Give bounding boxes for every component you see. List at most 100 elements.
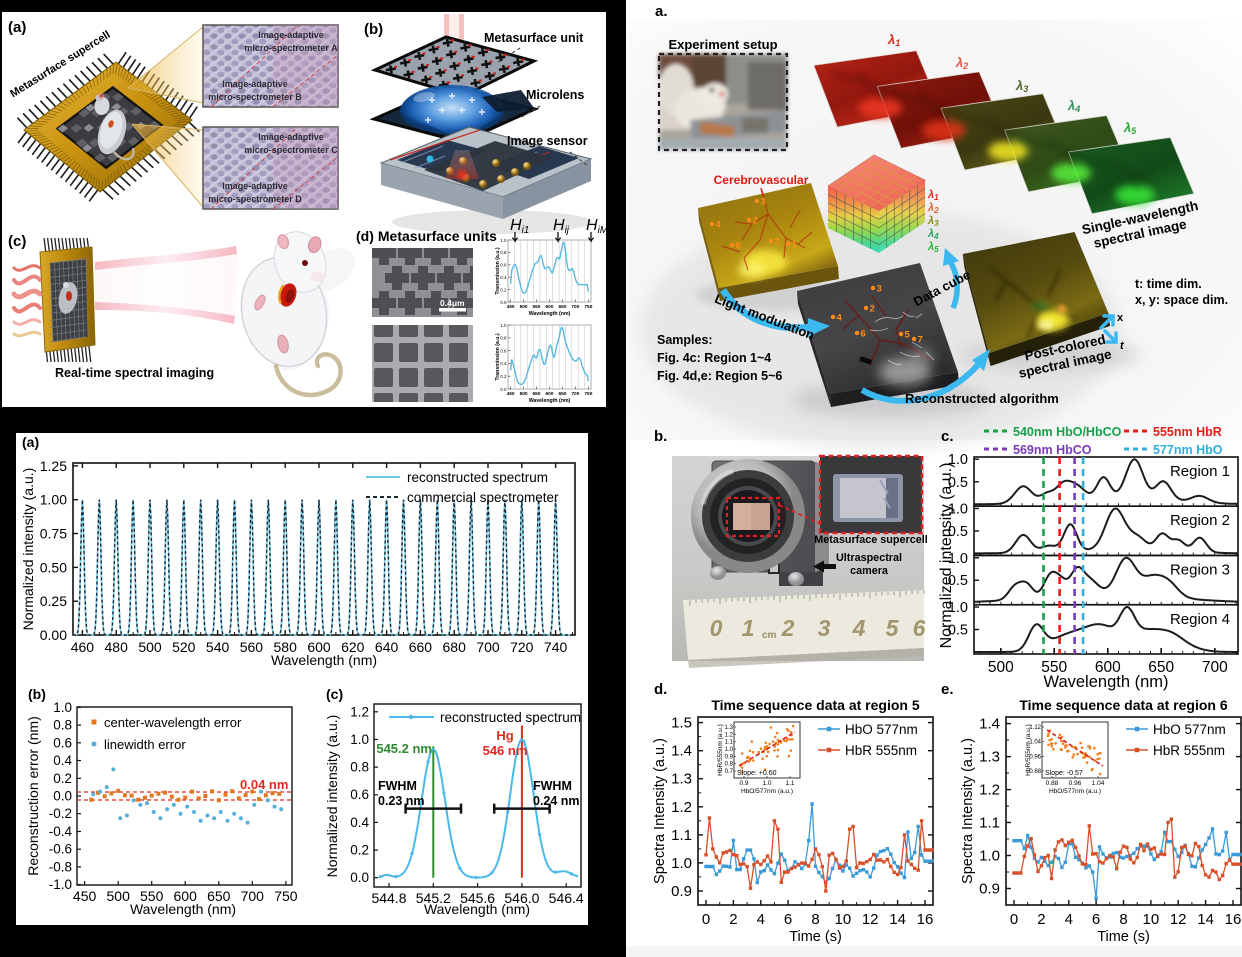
svg-text:(c): (c) (8, 233, 26, 250)
svg-text:0.4: 0.4 (500, 361, 507, 366)
svg-text:1.0: 1.0 (671, 855, 692, 872)
svg-text:1.1: 1.1 (979, 815, 1000, 832)
svg-text:λ2: λ2 (927, 202, 939, 215)
svg-text:6: 6 (784, 911, 792, 928)
svg-text:650: 650 (558, 391, 566, 397)
svg-text:0.4μm: 0.4μm (440, 298, 465, 308)
svg-text:center-wavelength error: center-wavelength error (104, 715, 242, 730)
svg-text:545.2: 545.2 (416, 890, 451, 906)
svg-text:500: 500 (520, 304, 528, 310)
svg-text:a.: a. (655, 3, 668, 20)
svg-text:500: 500 (988, 659, 1014, 676)
svg-text:1.5: 1.5 (671, 715, 692, 732)
svg-text:Wavelength (nm): Wavelength (nm) (130, 901, 236, 917)
svg-text:0.88: 0.88 (1029, 769, 1041, 775)
svg-text:7: 7 (918, 335, 923, 346)
svg-text:4: 4 (757, 911, 765, 928)
svg-text:Experiment setup: Experiment setup (668, 37, 777, 52)
svg-text:4: 4 (837, 313, 843, 324)
svg-text:1.0: 1.0 (762, 780, 771, 787)
svg-text:Image-adaptive: Image-adaptive (222, 181, 288, 191)
svg-text:Fig. 4c: Region 1~4: Fig. 4c: Region 1~4 (657, 351, 771, 365)
svg-text:FWHM: FWHM (378, 779, 417, 793)
svg-text:Wavelength (nm): Wavelength (nm) (1043, 673, 1168, 691)
svg-text:micro-spectrometer B: micro-spectrometer B (208, 92, 302, 102)
svg-text:1.12: 1.12 (1029, 725, 1041, 731)
svg-text:1.04: 1.04 (1029, 740, 1041, 746)
svg-text:0.0: 0.0 (53, 789, 72, 804)
svg-text:1.0: 1.0 (500, 238, 507, 243)
svg-text:2: 2 (729, 911, 737, 928)
svg-text:x: x (1117, 312, 1124, 324)
svg-text:Wavelength (nm): Wavelength (nm) (271, 652, 377, 668)
svg-text:680: 680 (443, 639, 467, 655)
svg-text:1.04: 1.04 (1092, 780, 1105, 787)
svg-text:600: 600 (1095, 659, 1121, 676)
svg-text:Time sequence data at region 5: Time sequence data at region 5 (711, 697, 919, 713)
svg-text:HbO 577nm: HbO 577nm (1153, 722, 1226, 737)
svg-text:reconstructed spectrum: reconstructed spectrum (407, 470, 548, 485)
svg-text:480: 480 (105, 639, 129, 655)
svg-text:(b): (b) (364, 21, 383, 38)
svg-text:camera: camera (850, 565, 889, 577)
svg-text:600: 600 (545, 304, 553, 310)
svg-text:0.6: 0.6 (350, 787, 369, 802)
svg-text:5: 5 (905, 330, 911, 341)
svg-text:750: 750 (584, 391, 592, 397)
svg-text:1.0: 1.0 (979, 848, 1000, 865)
svg-text:Spectra Intensity (a.u.): Spectra Intensity (a.u.) (960, 738, 976, 884)
svg-text:Transmission (a.u.): Transmission (a.u.) (495, 247, 501, 295)
svg-text:520: 520 (172, 639, 196, 655)
svg-text:0.4: 0.4 (350, 815, 369, 830)
svg-text:0: 0 (702, 911, 710, 928)
svg-text:-1.0: -1.0 (49, 877, 72, 892)
svg-text:Time (s): Time (s) (1097, 929, 1150, 945)
svg-text:Metasurface supercell: Metasurface supercell (814, 534, 927, 546)
svg-text:1.2: 1.2 (979, 782, 1000, 799)
svg-text:HbR 555nm: HbR 555nm (1153, 743, 1225, 758)
svg-text:0.88: 0.88 (1046, 780, 1059, 787)
svg-text:(b): (b) (28, 686, 46, 702)
svg-text:1.0: 1.0 (53, 700, 72, 715)
svg-text:1.25: 1.25 (40, 458, 67, 474)
svg-text:0.0: 0.0 (500, 300, 507, 305)
svg-text:16: 16 (1225, 911, 1242, 928)
svg-text:0.5: 0.5 (948, 573, 968, 589)
svg-text:t: time dim.: t: time dim. (1135, 277, 1202, 291)
svg-text:16: 16 (917, 911, 934, 928)
svg-text:4: 4 (716, 220, 722, 231)
svg-text:Transmission (a.u.): Transmission (a.u.) (495, 333, 501, 381)
svg-text:6: 6 (913, 615, 926, 641)
svg-text:500: 500 (138, 639, 162, 655)
svg-text:1.0: 1.0 (948, 502, 968, 518)
svg-text:Hg: Hg (496, 728, 513, 743)
svg-text:0.8: 0.8 (53, 718, 72, 733)
svg-text:12: 12 (1170, 911, 1187, 928)
svg-text:HbR/555nm (a.u.): HbR/555nm (a.u.) (1025, 724, 1032, 776)
svg-text:x, y: space dim.: x, y: space dim. (1135, 293, 1228, 307)
svg-text:600: 600 (174, 888, 198, 904)
svg-text:0.8: 0.8 (500, 250, 507, 255)
svg-text:Normalized intensity (a.u.): Normalized intensity (a.u.) (324, 715, 340, 878)
svg-text:Time sequence data at region 6: Time sequence data at region 6 (1019, 697, 1227, 713)
svg-text:1.2: 1.2 (350, 704, 369, 719)
svg-text:600: 600 (307, 639, 331, 655)
svg-text:550: 550 (532, 304, 540, 310)
svg-text:3: 3 (818, 615, 831, 641)
svg-text:0.25: 0.25 (40, 593, 67, 609)
svg-text:Ultraspectral: Ultraspectral (836, 552, 902, 564)
svg-text:1.2: 1.2 (725, 732, 734, 738)
svg-text:Metasurface unit: Metasurface unit (484, 31, 584, 45)
svg-text:0: 0 (1010, 911, 1018, 928)
svg-text:500: 500 (107, 888, 131, 904)
svg-text:560: 560 (240, 639, 264, 655)
svg-text:1.1: 1.1 (671, 827, 692, 844)
svg-text:Image-adaptive: Image-adaptive (258, 132, 324, 142)
svg-text:600: 600 (545, 391, 553, 397)
svg-text:λ4: λ4 (927, 228, 939, 241)
svg-text:d.: d. (654, 681, 667, 698)
svg-text:1.1: 1.1 (725, 740, 734, 746)
svg-text:Slope: +0.60: Slope: +0.60 (737, 770, 777, 777)
svg-text:0.75: 0.75 (40, 526, 67, 542)
svg-text:700: 700 (571, 304, 579, 310)
